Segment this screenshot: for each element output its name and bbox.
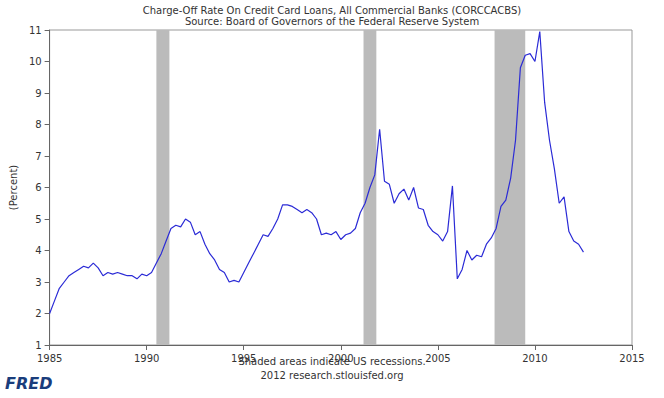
svg-text:1: 1 <box>35 340 41 351</box>
svg-text:1995: 1995 <box>231 353 256 364</box>
svg-text:7: 7 <box>35 151 41 162</box>
svg-text:2005: 2005 <box>425 353 450 364</box>
svg-text:Source: Board of Governors of: Source: Board of Governors of the Federa… <box>185 16 479 27</box>
svg-text:2012 research.stlouisfed.org: 2012 research.stlouisfed.org <box>260 370 403 381</box>
svg-text:9: 9 <box>35 88 41 99</box>
svg-text:2000: 2000 <box>328 353 353 364</box>
svg-text:1990: 1990 <box>134 353 159 364</box>
svg-text:1985: 1985 <box>37 353 62 364</box>
svg-text:5: 5 <box>35 214 41 225</box>
svg-text:6: 6 <box>35 182 41 193</box>
svg-text:(Percent): (Percent) <box>8 165 19 211</box>
svg-text:4: 4 <box>35 245 41 256</box>
svg-text:FRED: FRED <box>5 374 52 393</box>
svg-text:11: 11 <box>29 25 42 36</box>
svg-text:10: 10 <box>29 56 42 67</box>
svg-text:Shaded areas indicate US reces: Shaded areas indicate US recessions. <box>238 355 426 367</box>
svg-text:8: 8 <box>35 119 41 130</box>
svg-text:2015: 2015 <box>619 353 644 364</box>
svg-text:Charge-Off Rate On Credit Card: Charge-Off Rate On Credit Card Loans, Al… <box>143 5 521 16</box>
svg-text:2010: 2010 <box>522 353 547 364</box>
svg-text:3: 3 <box>35 277 41 288</box>
svg-text:2: 2 <box>35 308 41 319</box>
